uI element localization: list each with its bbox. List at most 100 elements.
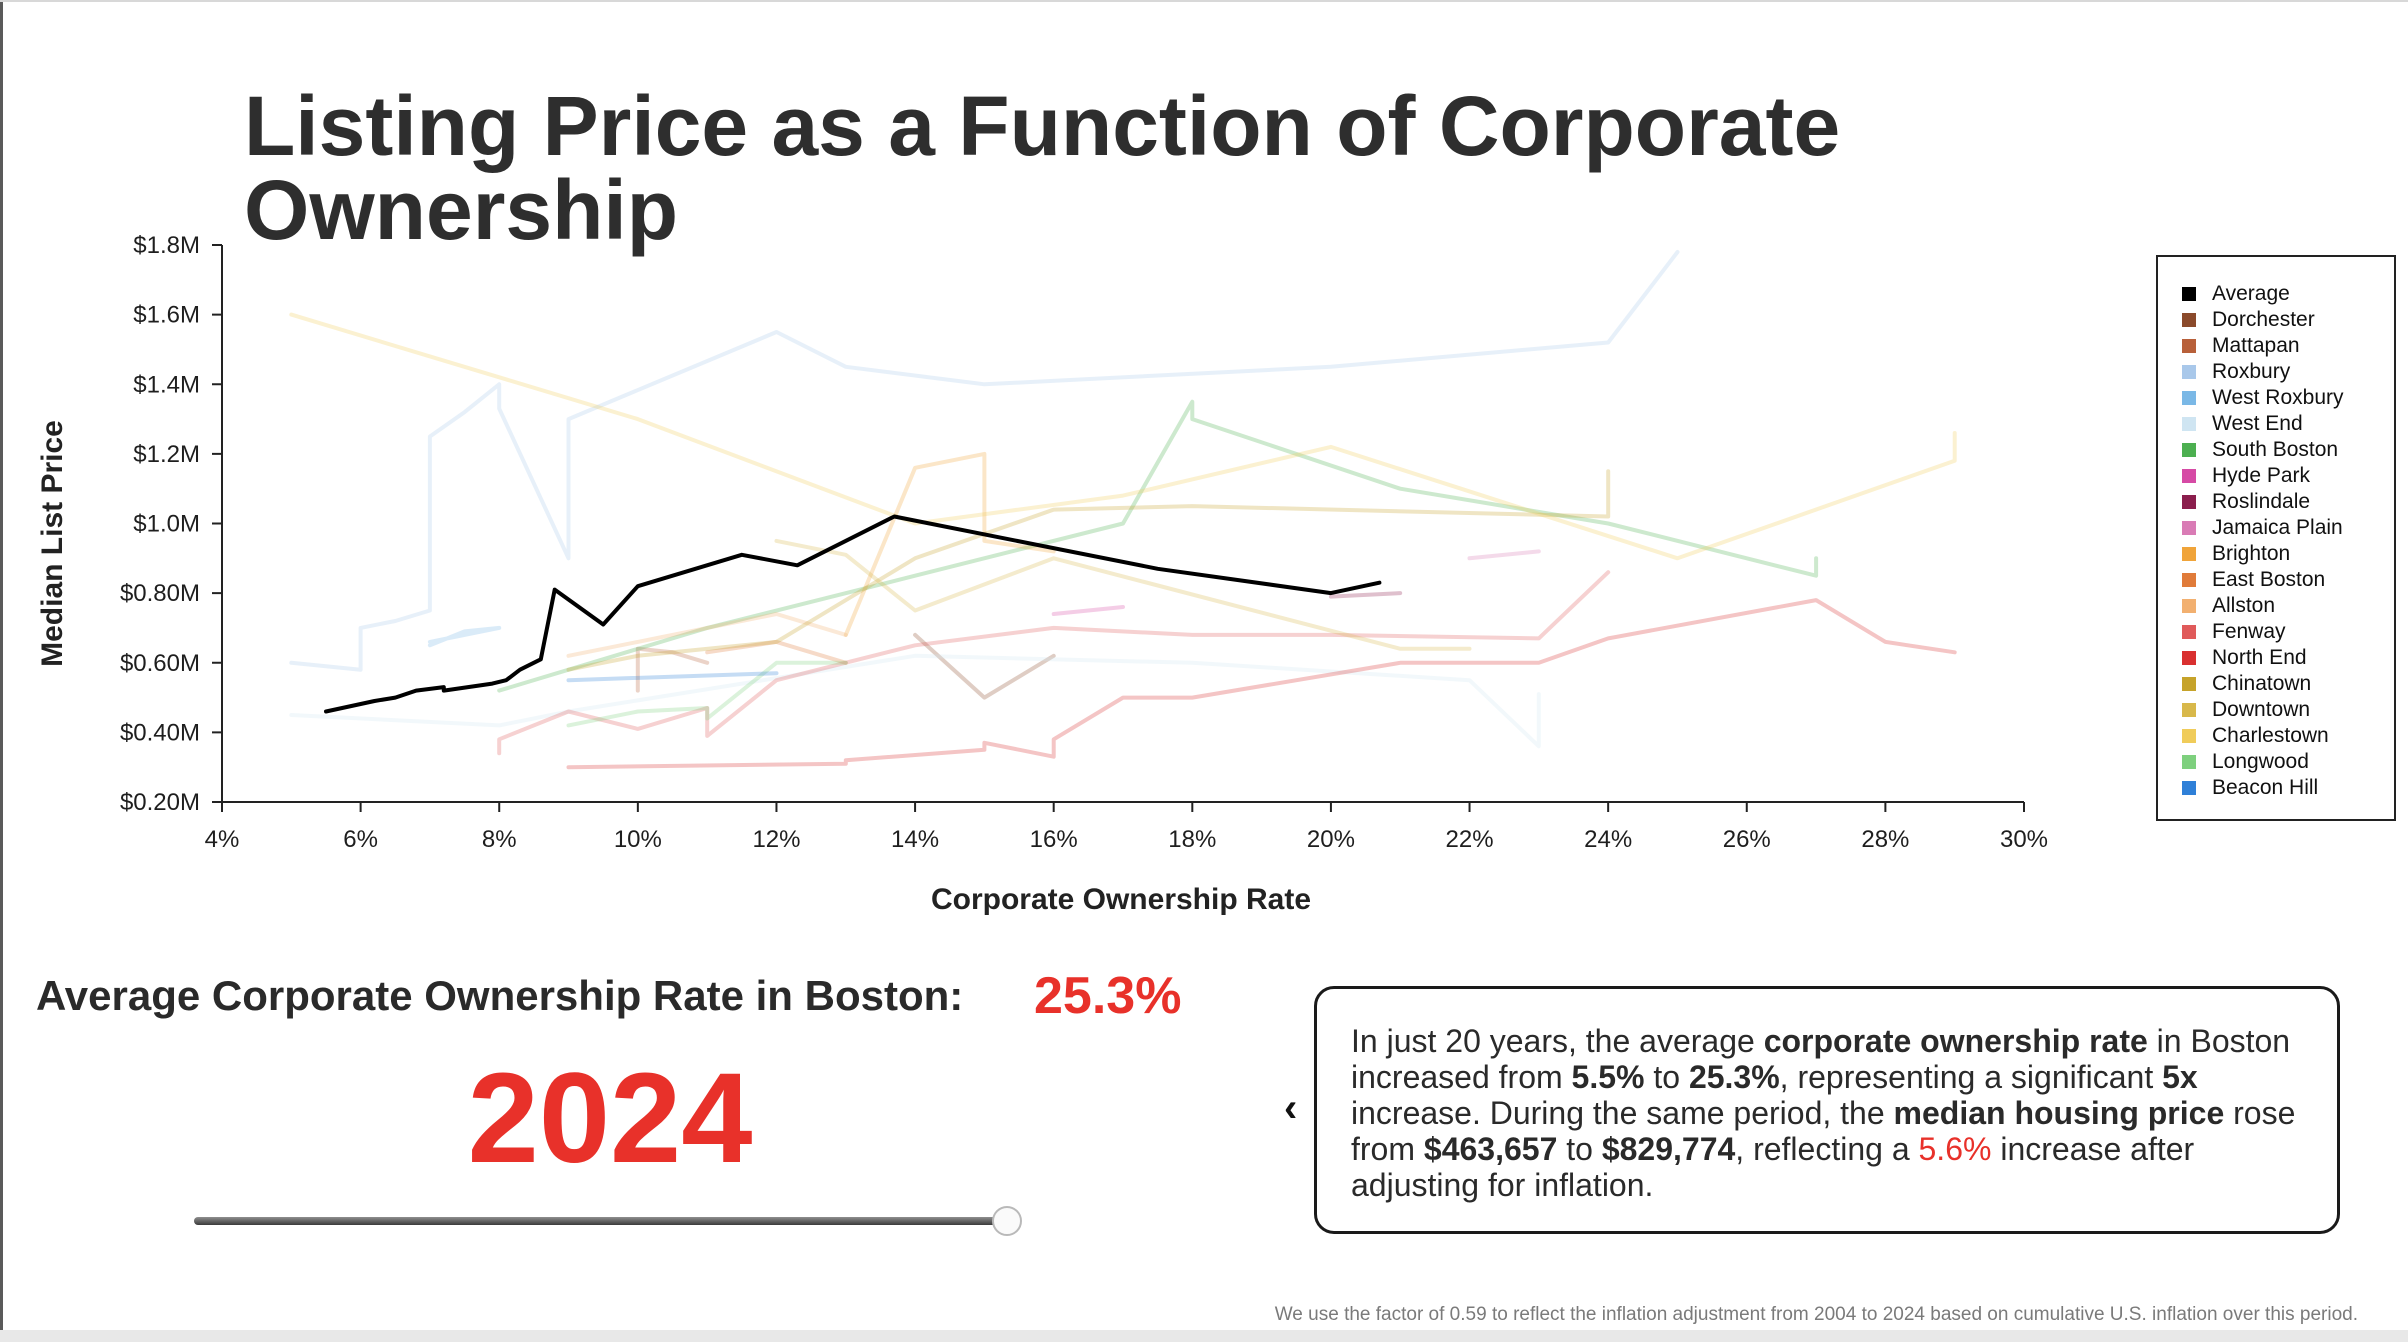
- y-tick-label: $1.8M: [133, 232, 200, 259]
- year-slider-thumb[interactable]: [992, 1206, 1022, 1236]
- legend-label: Hyde Park: [2212, 464, 2311, 487]
- legend-label: Average: [2212, 282, 2290, 305]
- legend-swatch: [2182, 755, 2196, 769]
- summary-text: to: [1557, 1131, 1602, 1167]
- legend-swatch: [2182, 677, 2196, 691]
- series-line-north-end: [566, 598, 1957, 770]
- legend-item: East Boston: [2182, 567, 2394, 593]
- legend-swatch: [2182, 391, 2196, 405]
- legend-swatch: [2182, 521, 2196, 535]
- x-tick-label: 26%: [1723, 826, 1771, 853]
- price-increase: 5.6%: [1918, 1131, 1992, 1167]
- x-tick-label: 6%: [343, 826, 378, 853]
- legend-item: South Boston: [2182, 437, 2394, 463]
- year-display: 2024: [467, 1047, 753, 1190]
- previous-arrow-icon[interactable]: ‹: [1284, 1086, 1298, 1130]
- legend-label: Allston: [2212, 594, 2276, 617]
- series-line-brighton: [843, 451, 1056, 637]
- series-line-allston: [566, 612, 848, 658]
- legend-swatch: [2182, 495, 2196, 509]
- series-line-charlestown: [289, 312, 1957, 561]
- legend-item: Chinatown: [2182, 671, 2394, 697]
- legend-item: Roxbury: [2182, 359, 2394, 385]
- window-edge-top: [0, 0, 2408, 2]
- y-tick-label: $0.60M: [120, 650, 200, 677]
- summary-text: increase. During the same period, the: [1351, 1095, 1894, 1131]
- legend-label: North End: [2212, 646, 2307, 669]
- series-line-beacon-hill: [566, 671, 779, 683]
- legend-swatch: [2182, 443, 2196, 457]
- legend-label: Mattapan: [2212, 334, 2300, 357]
- legend-swatch: [2182, 287, 2196, 301]
- y-tick-label: $1.6M: [133, 302, 200, 329]
- legend-swatch: [2182, 573, 2196, 587]
- series-line-west-end: [289, 653, 1541, 749]
- y-tick-label: $1.0M: [133, 511, 200, 538]
- series-line-downtown: [774, 538, 1472, 651]
- series-line-mattapan: [635, 646, 710, 693]
- legend-swatch: [2182, 547, 2196, 561]
- legend-label: South Boston: [2212, 438, 2339, 461]
- series-line-longwood: [566, 660, 848, 728]
- y-tick-label: $0.40M: [120, 719, 200, 746]
- x-tick-label: 14%: [891, 826, 939, 853]
- summary-text: , reflecting a: [1735, 1131, 1919, 1167]
- y-tick-label: $0.80M: [120, 580, 200, 607]
- legend-label: Roslindale: [2212, 490, 2311, 513]
- summary-text: in Boston increased from: [1351, 1023, 2291, 1095]
- legend-item: North End: [2182, 645, 2394, 671]
- y-axis-title: Median List Price: [36, 420, 69, 667]
- series-line-east-boston: [705, 639, 848, 665]
- legend-swatch: [2182, 651, 2196, 665]
- legend-swatch: [2182, 781, 2196, 795]
- legend-label: Longwood: [2212, 750, 2309, 773]
- legend-label: East Boston: [2212, 568, 2326, 591]
- average-rate-label: Average Corporate Ownership Rate in Bost…: [36, 972, 964, 1019]
- x-tick-label: 12%: [752, 826, 800, 853]
- x-tick-label: 24%: [1584, 826, 1632, 853]
- legend-item: Fenway: [2182, 619, 2394, 645]
- x-tick-label: 10%: [614, 826, 662, 853]
- average-rate-value: 25.3%: [1034, 967, 1182, 1025]
- x-tick-label: 20%: [1307, 826, 1355, 853]
- growth-multiplier: 5x: [2162, 1059, 2198, 1095]
- legend-item: Hyde Park: [2182, 463, 2394, 489]
- legend-item: Allston: [2182, 593, 2394, 619]
- summary-text: to: [1644, 1059, 1689, 1095]
- series-line-dorchester: [913, 632, 1056, 700]
- legend-item: West End: [2182, 411, 2394, 437]
- year-slider-track[interactable]: [194, 1217, 1010, 1225]
- legend-label: West End: [2212, 412, 2303, 435]
- window-edge-bottom: [0, 1330, 2408, 1342]
- line-chart: 4% 6% 8% 10% 12% 14% 16% 18% 20% 22% 24% 26% 28% 30% $…: [36, 232, 2048, 916]
- legend-label: Chinatown: [2212, 672, 2312, 695]
- inflation-footnote: We use the factor of 0.59 to reflect the…: [1274, 1304, 2358, 1325]
- legend-swatch: [2182, 469, 2196, 483]
- legend-item: Longwood: [2182, 749, 2394, 775]
- legend-swatch: [2182, 365, 2196, 379]
- legend-swatch: [2182, 599, 2196, 613]
- legend-label: Dorchester: [2212, 308, 2315, 331]
- end-rate: 25.3%: [1688, 1059, 1780, 1095]
- legend-label: West Roxbury: [2212, 386, 2344, 409]
- legend-swatch: [2182, 339, 2196, 353]
- summary-box: In just 20 years, the average corporate …: [1314, 986, 2340, 1234]
- legend-swatch: [2182, 313, 2196, 327]
- legend-swatch: [2182, 417, 2196, 431]
- legend-item: Dorchester: [2182, 307, 2394, 333]
- legend-item: Brighton: [2182, 541, 2394, 567]
- summary-text: In just 20 years, the average: [1351, 1023, 1764, 1059]
- legend-item: Downtown: [2182, 697, 2394, 723]
- series-line-south-boston: [497, 399, 1819, 693]
- series-line-roslindale: [1328, 591, 1403, 599]
- legend-swatch: [2182, 703, 2196, 717]
- legend-item: Average: [2182, 281, 2394, 307]
- end-price: $829,774: [1601, 1131, 1736, 1167]
- y-tick-label: $1.4M: [133, 371, 200, 398]
- legend-item: Beacon Hill: [2182, 775, 2394, 801]
- start-price: $463,657: [1423, 1131, 1558, 1167]
- x-tick-label: 18%: [1168, 826, 1216, 853]
- chart-legend: Average Dorchester Mattapan Roxbury West Rox…: [2156, 255, 2396, 821]
- x-tick-label: 28%: [1861, 826, 1909, 853]
- legend-item: West Roxbury: [2182, 385, 2394, 411]
